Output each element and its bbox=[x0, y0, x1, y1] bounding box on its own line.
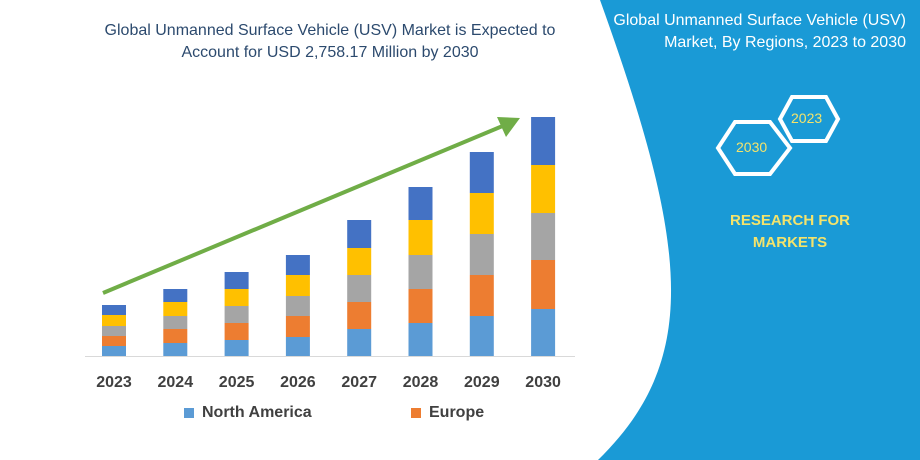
bar-segment bbox=[408, 220, 433, 255]
bar-segment bbox=[408, 187, 433, 220]
panel-title: Global Unmanned Surface Vehicle (USV) Ma… bbox=[613, 12, 906, 51]
legend-swatch bbox=[411, 408, 421, 418]
hexagon-2030 bbox=[715, 120, 793, 176]
bar-segment bbox=[408, 323, 433, 356]
legend-label: Europe bbox=[429, 404, 485, 421]
legend-label: North America bbox=[202, 404, 312, 421]
bar-segment bbox=[347, 275, 372, 302]
x-tick-label: 2027 bbox=[341, 374, 377, 391]
x-tick-label: 2023 bbox=[96, 374, 132, 391]
hexagon-2023 bbox=[777, 95, 841, 143]
bar-segment bbox=[531, 309, 556, 356]
legend-europe: Europe bbox=[411, 404, 484, 422]
bar-segment bbox=[285, 255, 310, 275]
chart-title: Global Unmanned Surface Vehicle (USV) Ma… bbox=[104, 22, 556, 61]
bar-segment bbox=[469, 275, 494, 316]
x-tick-label: 2028 bbox=[403, 374, 439, 391]
trend-arrow-line bbox=[102, 123, 506, 295]
x-tick-label: 2025 bbox=[219, 374, 255, 391]
bar-segment bbox=[285, 275, 310, 296]
x-tick-label: 2030 bbox=[525, 374, 561, 391]
bar-segment bbox=[285, 337, 310, 356]
bar-segment bbox=[224, 306, 249, 323]
hex-label-2030: 2030 bbox=[736, 139, 768, 155]
bar-segment bbox=[469, 193, 494, 234]
bar-segment bbox=[347, 329, 372, 356]
bar-segment bbox=[102, 336, 126, 346]
bar-segment bbox=[347, 302, 372, 329]
bar-segment bbox=[163, 289, 188, 302]
brand-text: RESEARCH FOR MARKETS bbox=[729, 212, 850, 251]
bar-segment bbox=[285, 316, 310, 337]
bar-segment bbox=[347, 220, 372, 248]
x-tick-label: 2024 bbox=[158, 374, 194, 391]
bar-segment bbox=[224, 272, 249, 289]
x-tick-label: 2029 bbox=[464, 374, 500, 391]
bar-segment bbox=[102, 315, 126, 326]
bar-segment bbox=[531, 117, 556, 165]
bar-segment bbox=[408, 255, 433, 289]
bar-segment bbox=[531, 213, 556, 260]
legend-swatch bbox=[184, 408, 194, 418]
bar-segment bbox=[469, 316, 494, 356]
bar-segment bbox=[163, 316, 188, 329]
x-tick-label: 2026 bbox=[280, 374, 316, 391]
bar-segment bbox=[163, 302, 188, 316]
bar-segment bbox=[102, 326, 126, 336]
bar-segment bbox=[224, 289, 249, 306]
stacked-bar-chart: 2023 2024 2025 2026 2027 2028 2029 2030 bbox=[85, 117, 575, 391]
bar-segment bbox=[531, 165, 556, 213]
bar-segment bbox=[224, 340, 249, 356]
bar-segment bbox=[347, 248, 372, 275]
bar-segment bbox=[285, 296, 310, 316]
bar-segment bbox=[163, 329, 188, 343]
legend-north-america: North America bbox=[184, 404, 312, 422]
bar-segment bbox=[163, 343, 188, 356]
bar-segment bbox=[469, 234, 494, 275]
bar-segment bbox=[408, 289, 433, 323]
bar-segment bbox=[531, 260, 556, 309]
trend-arrow-head bbox=[497, 117, 520, 137]
bar-segment bbox=[102, 346, 126, 356]
hex-label-2023: 2023 bbox=[791, 110, 823, 126]
bar-segment bbox=[469, 152, 494, 193]
bar-segment bbox=[102, 305, 126, 315]
bar-segment bbox=[224, 323, 249, 340]
